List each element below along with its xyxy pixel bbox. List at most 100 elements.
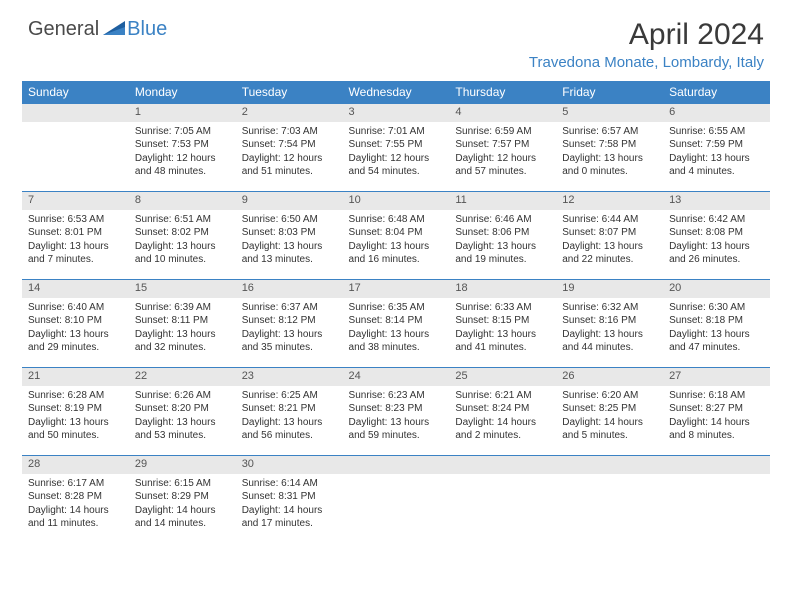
- day-content-cell: Sunrise: 6:57 AMSunset: 7:58 PMDaylight:…: [556, 122, 663, 192]
- day-info-line: Daylight: 13 hours: [562, 240, 657, 254]
- day-info-line: and 44 minutes.: [562, 341, 657, 355]
- day-info-line: Daylight: 13 hours: [669, 152, 764, 166]
- day-number-cell: 19: [556, 280, 663, 298]
- day-content-cell: Sunrise: 6:26 AMSunset: 8:20 PMDaylight:…: [129, 386, 236, 456]
- weekday-header-row: SundayMondayTuesdayWednesdayThursdayFrid…: [22, 81, 770, 104]
- day-info-line: Sunset: 8:15 PM: [455, 314, 550, 328]
- day-info-line: Sunset: 8:19 PM: [28, 402, 123, 416]
- day-info-line: and 32 minutes.: [135, 341, 230, 355]
- day-info-line: and 35 minutes.: [242, 341, 337, 355]
- day-content-cell: Sunrise: 6:17 AMSunset: 8:28 PMDaylight:…: [22, 474, 129, 544]
- day-number-cell: 28: [22, 456, 129, 474]
- title-block: April 2024 Travedona Monate, Lombardy, I…: [529, 18, 764, 71]
- day-content-cell: Sunrise: 6:59 AMSunset: 7:57 PMDaylight:…: [449, 122, 556, 192]
- day-number-cell: 23: [236, 368, 343, 386]
- day-info-line: and 48 minutes.: [135, 165, 230, 179]
- day-info-line: Daylight: 12 hours: [349, 152, 444, 166]
- day-info-line: Daylight: 13 hours: [349, 328, 444, 342]
- day-number-cell: 6: [663, 104, 770, 122]
- day-content-cell: Sunrise: 6:51 AMSunset: 8:02 PMDaylight:…: [129, 210, 236, 280]
- day-info-line: and 50 minutes.: [28, 429, 123, 443]
- day-info-line: and 22 minutes.: [562, 253, 657, 267]
- day-content-cell: [22, 122, 129, 192]
- day-info-line: Sunset: 8:20 PM: [135, 402, 230, 416]
- day-info-line: Sunrise: 7:05 AM: [135, 125, 230, 139]
- day-info-line: Sunset: 8:25 PM: [562, 402, 657, 416]
- day-content-cell: Sunrise: 6:53 AMSunset: 8:01 PMDaylight:…: [22, 210, 129, 280]
- day-content-cell: Sunrise: 6:50 AMSunset: 8:03 PMDaylight:…: [236, 210, 343, 280]
- day-number-cell: 26: [556, 368, 663, 386]
- day-info-line: Daylight: 12 hours: [135, 152, 230, 166]
- day-info-line: Sunrise: 6:23 AM: [349, 389, 444, 403]
- day-info-line: Sunset: 7:55 PM: [349, 138, 444, 152]
- day-content-cell: Sunrise: 6:55 AMSunset: 7:59 PMDaylight:…: [663, 122, 770, 192]
- day-content-cell: Sunrise: 6:39 AMSunset: 8:11 PMDaylight:…: [129, 298, 236, 368]
- day-info-line: Sunset: 8:18 PM: [669, 314, 764, 328]
- day-number-cell: 24: [343, 368, 450, 386]
- day-number-cell: 2: [236, 104, 343, 122]
- day-info-line: Sunrise: 6:33 AM: [455, 301, 550, 315]
- day-info-line: Daylight: 13 hours: [669, 240, 764, 254]
- day-info-line: Daylight: 13 hours: [455, 328, 550, 342]
- day-info-line: Sunrise: 6:14 AM: [242, 477, 337, 491]
- day-info-line: Sunrise: 6:59 AM: [455, 125, 550, 139]
- day-info-line: Sunrise: 6:20 AM: [562, 389, 657, 403]
- weekday-header: Saturday: [663, 81, 770, 104]
- day-info-line: Sunrise: 6:21 AM: [455, 389, 550, 403]
- day-content-cell: Sunrise: 6:28 AMSunset: 8:19 PMDaylight:…: [22, 386, 129, 456]
- day-info-line: Sunset: 8:10 PM: [28, 314, 123, 328]
- day-content-row: Sunrise: 7:05 AMSunset: 7:53 PMDaylight:…: [22, 122, 770, 192]
- page-header: General Blue April 2024 Travedona Monate…: [0, 0, 792, 77]
- day-info-line: Sunrise: 6:50 AM: [242, 213, 337, 227]
- day-content-cell: [449, 474, 556, 544]
- month-title: April 2024: [529, 18, 764, 52]
- day-info-line: and 13 minutes.: [242, 253, 337, 267]
- day-number-cell: [449, 456, 556, 474]
- day-info-line: Daylight: 13 hours: [349, 240, 444, 254]
- day-info-line: Sunrise: 6:18 AM: [669, 389, 764, 403]
- day-info-line: Sunset: 8:14 PM: [349, 314, 444, 328]
- day-info-line: Sunrise: 6:48 AM: [349, 213, 444, 227]
- day-info-line: Sunrise: 7:01 AM: [349, 125, 444, 139]
- day-info-line: Sunrise: 6:28 AM: [28, 389, 123, 403]
- day-content-cell: Sunrise: 6:23 AMSunset: 8:23 PMDaylight:…: [343, 386, 450, 456]
- day-info-line: Sunset: 7:53 PM: [135, 138, 230, 152]
- day-content-row: Sunrise: 6:53 AMSunset: 8:01 PMDaylight:…: [22, 210, 770, 280]
- day-info-line: and 11 minutes.: [28, 517, 123, 531]
- day-info-line: Sunrise: 6:44 AM: [562, 213, 657, 227]
- day-number-cell: 20: [663, 280, 770, 298]
- day-number-cell: 4: [449, 104, 556, 122]
- day-info-line: Daylight: 14 hours: [242, 504, 337, 518]
- day-number-cell: 15: [129, 280, 236, 298]
- day-number-row: 14151617181920: [22, 280, 770, 298]
- day-number-cell: 7: [22, 192, 129, 210]
- day-content-cell: Sunrise: 6:42 AMSunset: 8:08 PMDaylight:…: [663, 210, 770, 280]
- day-info-line: and 53 minutes.: [135, 429, 230, 443]
- day-info-line: Sunrise: 6:42 AM: [669, 213, 764, 227]
- day-content-row: Sunrise: 6:17 AMSunset: 8:28 PMDaylight:…: [22, 474, 770, 544]
- day-info-line: and 51 minutes.: [242, 165, 337, 179]
- day-number-row: 78910111213: [22, 192, 770, 210]
- day-content-row: Sunrise: 6:40 AMSunset: 8:10 PMDaylight:…: [22, 298, 770, 368]
- day-content-cell: Sunrise: 6:32 AMSunset: 8:16 PMDaylight:…: [556, 298, 663, 368]
- day-number-row: 21222324252627: [22, 368, 770, 386]
- day-info-line: Sunset: 8:16 PM: [562, 314, 657, 328]
- day-number-cell: 9: [236, 192, 343, 210]
- day-info-line: Sunrise: 6:51 AM: [135, 213, 230, 227]
- day-info-line: Sunset: 7:54 PM: [242, 138, 337, 152]
- day-number-cell: 21: [22, 368, 129, 386]
- weekday-header: Wednesday: [343, 81, 450, 104]
- day-info-line: Sunset: 8:12 PM: [242, 314, 337, 328]
- day-number-row: 282930: [22, 456, 770, 474]
- day-info-line: Sunset: 8:31 PM: [242, 490, 337, 504]
- day-info-line: Daylight: 13 hours: [28, 240, 123, 254]
- day-content-row: Sunrise: 6:28 AMSunset: 8:19 PMDaylight:…: [22, 386, 770, 456]
- day-number-row: 123456: [22, 104, 770, 122]
- day-info-line: and 26 minutes.: [669, 253, 764, 267]
- weekday-header: Friday: [556, 81, 663, 104]
- day-content-cell: Sunrise: 6:21 AMSunset: 8:24 PMDaylight:…: [449, 386, 556, 456]
- day-number-cell: 13: [663, 192, 770, 210]
- day-number-cell: 12: [556, 192, 663, 210]
- day-number-cell: 29: [129, 456, 236, 474]
- day-info-line: Sunrise: 6:32 AM: [562, 301, 657, 315]
